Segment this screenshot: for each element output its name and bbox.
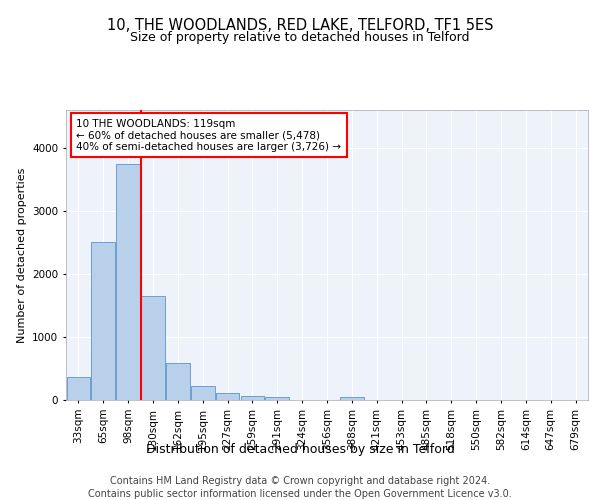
Text: Distribution of detached houses by size in Telford: Distribution of detached houses by size … — [146, 442, 454, 456]
Text: 10 THE WOODLANDS: 119sqm
← 60% of detached houses are smaller (5,478)
40% of sem: 10 THE WOODLANDS: 119sqm ← 60% of detach… — [76, 118, 341, 152]
Text: Contains public sector information licensed under the Open Government Licence v3: Contains public sector information licen… — [88, 489, 512, 499]
Bar — [141, 296, 165, 400]
Bar — [340, 397, 364, 400]
Bar — [265, 398, 289, 400]
Bar — [216, 394, 239, 400]
Text: Contains HM Land Registry data © Crown copyright and database right 2024.: Contains HM Land Registry data © Crown c… — [110, 476, 490, 486]
Bar — [116, 164, 140, 400]
Text: 10, THE WOODLANDS, RED LAKE, TELFORD, TF1 5ES: 10, THE WOODLANDS, RED LAKE, TELFORD, TF… — [107, 18, 493, 32]
Bar — [241, 396, 264, 400]
Bar — [166, 363, 190, 400]
Y-axis label: Number of detached properties: Number of detached properties — [17, 168, 26, 342]
Bar — [67, 376, 90, 400]
Bar — [191, 386, 215, 400]
Text: Size of property relative to detached houses in Telford: Size of property relative to detached ho… — [130, 31, 470, 44]
Bar — [91, 242, 115, 400]
